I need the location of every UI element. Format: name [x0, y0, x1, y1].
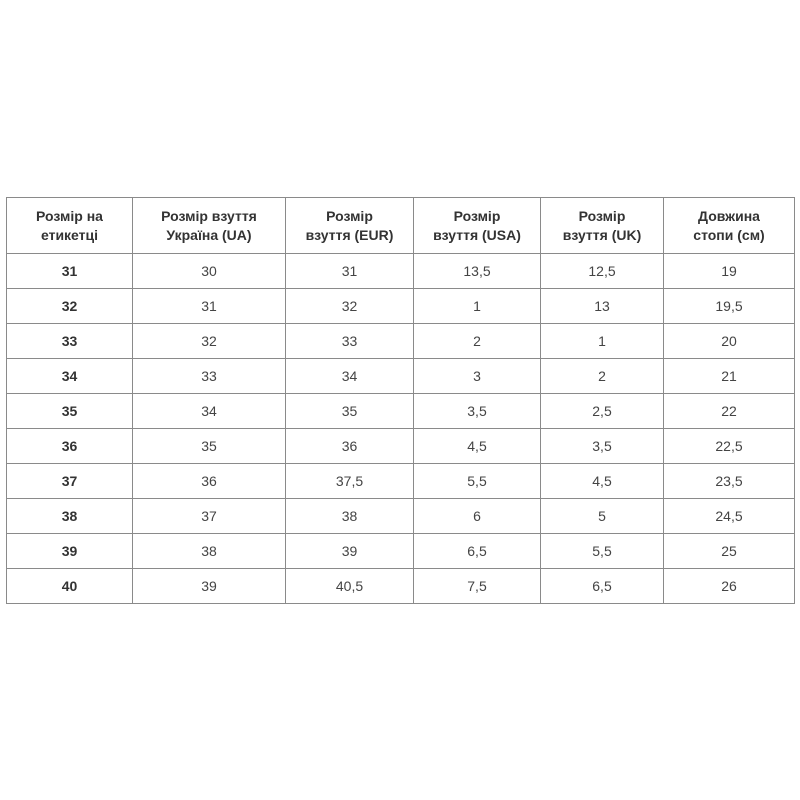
table-cell: 25	[663, 533, 795, 569]
column-header-line: Довжина	[698, 207, 760, 224]
table-cell: 36	[285, 428, 414, 464]
column-header-line: етикетці	[40, 226, 99, 243]
table-cell: 3	[413, 358, 541, 394]
table-cell: 33	[132, 358, 286, 394]
table-cell: 37	[132, 498, 286, 534]
table-cell: 37	[6, 463, 133, 499]
table-row: 40 39 40,5 7,5 6,5 26	[6, 568, 795, 604]
table-cell: 2	[413, 323, 541, 359]
table-cell: 22,5	[663, 428, 795, 464]
table-cell: 24,5	[663, 498, 795, 534]
table-cell: 1	[540, 323, 664, 359]
table-cell: 21	[663, 358, 795, 394]
table-cell: 31	[6, 253, 133, 289]
table-row: 38 37 38 6 5 24,5	[6, 498, 795, 534]
table-cell: 32	[132, 323, 286, 359]
column-header-line: Розмір на	[36, 207, 103, 224]
table-cell: 19	[663, 253, 795, 289]
table-cell: 3,5	[540, 428, 664, 464]
column-header-line: Розмір	[453, 207, 501, 224]
table-cell: 38	[6, 498, 133, 534]
table-cell: 26	[663, 568, 795, 604]
table-cell: 37,5	[285, 463, 414, 499]
table-cell: 5,5	[413, 463, 541, 499]
table-cell: 35	[6, 393, 133, 429]
table-cell: 35	[285, 393, 414, 429]
table-cell: 19,5	[663, 288, 795, 324]
table-cell: 5,5	[540, 533, 664, 569]
column-header: Розмір взуття Україна (UA)	[132, 197, 286, 254]
column-header-line: Розмір	[326, 207, 373, 224]
table-cell: 7,5	[413, 568, 541, 604]
column-header-line: Розмір взуття	[161, 207, 257, 224]
table-cell: 38	[285, 498, 414, 534]
table-cell: 13,5	[413, 253, 541, 289]
table-cell: 34	[132, 393, 286, 429]
column-header: Розмір взуття (USA)	[413, 197, 541, 254]
table-row: 36 35 36 4,5 3,5 22,5	[6, 428, 795, 464]
column-header-line: стопи (см)	[693, 226, 765, 243]
table-cell: 6	[413, 498, 541, 534]
table-cell: 6,5	[540, 568, 664, 604]
table-cell: 36	[132, 463, 286, 499]
table-cell: 36	[6, 428, 133, 464]
column-header: Розмір взуття (EUR)	[285, 197, 414, 254]
table-cell: 5	[540, 498, 664, 534]
table-cell: 39	[6, 533, 133, 569]
column-header-line: Розмір	[578, 207, 626, 224]
header-row: Розмір на етикетці Розмір взуття Україна (U…	[6, 197, 795, 254]
column-header-line: Україна (UA)	[166, 226, 252, 243]
table-row: 39 38 39 6,5 5,5 25	[6, 533, 795, 569]
column-header-line: взуття (EUR)	[305, 226, 394, 243]
table-cell: 34	[6, 358, 133, 394]
column-header-line: взуття (UK)	[562, 226, 642, 243]
table-cell: 13	[540, 288, 664, 324]
table-cell: 33	[285, 323, 414, 359]
column-header: Довжина стопи (см)	[663, 197, 795, 254]
table-cell: 34	[285, 358, 414, 394]
table-row: 35 34 35 3,5 2,5 22	[6, 393, 795, 429]
table-cell: 4,5	[540, 463, 664, 499]
table-cell: 32	[285, 288, 414, 324]
table-cell: 22	[663, 393, 795, 429]
table-cell: 20	[663, 323, 795, 359]
table-cell: 12,5	[540, 253, 664, 289]
table-row: 31 30 31 13,5 12,5 19	[6, 253, 795, 289]
table-row: 33 32 33 2 1 20	[6, 323, 795, 359]
table-cell: 2	[540, 358, 664, 394]
table-cell: 1	[413, 288, 541, 324]
table-cell: 3,5	[413, 393, 541, 429]
table-cell: 2,5	[540, 393, 664, 429]
size-chart-table: Розмір на етикетці Розмір взуття Україна (U…	[6, 197, 795, 604]
table-row: 37 36 37,5 5,5 4,5 23,5	[6, 463, 795, 499]
table-cell: 32	[6, 288, 133, 324]
table-row: 34 33 34 3 2 21	[6, 358, 795, 394]
column-header-line: взуття (USA)	[433, 226, 521, 243]
table-cell: 39	[285, 533, 414, 569]
table-cell: 40,5	[285, 568, 414, 604]
table-cell: 39	[132, 568, 286, 604]
table-cell: 6,5	[413, 533, 541, 569]
column-header: Розмір на етикетці	[6, 197, 133, 254]
table-cell: 30	[132, 253, 286, 289]
table-cell: 40	[6, 568, 133, 604]
column-header: Розмір взуття (UK)	[540, 197, 664, 254]
table-cell: 4,5	[413, 428, 541, 464]
table-cell: 35	[132, 428, 286, 464]
table-cell: 38	[132, 533, 286, 569]
table-cell: 33	[6, 323, 133, 359]
table-cell: 31	[132, 288, 286, 324]
table-row: 32 31 32 1 13 19,5	[6, 288, 795, 324]
table-cell: 23,5	[663, 463, 795, 499]
table-cell: 31	[285, 253, 414, 289]
